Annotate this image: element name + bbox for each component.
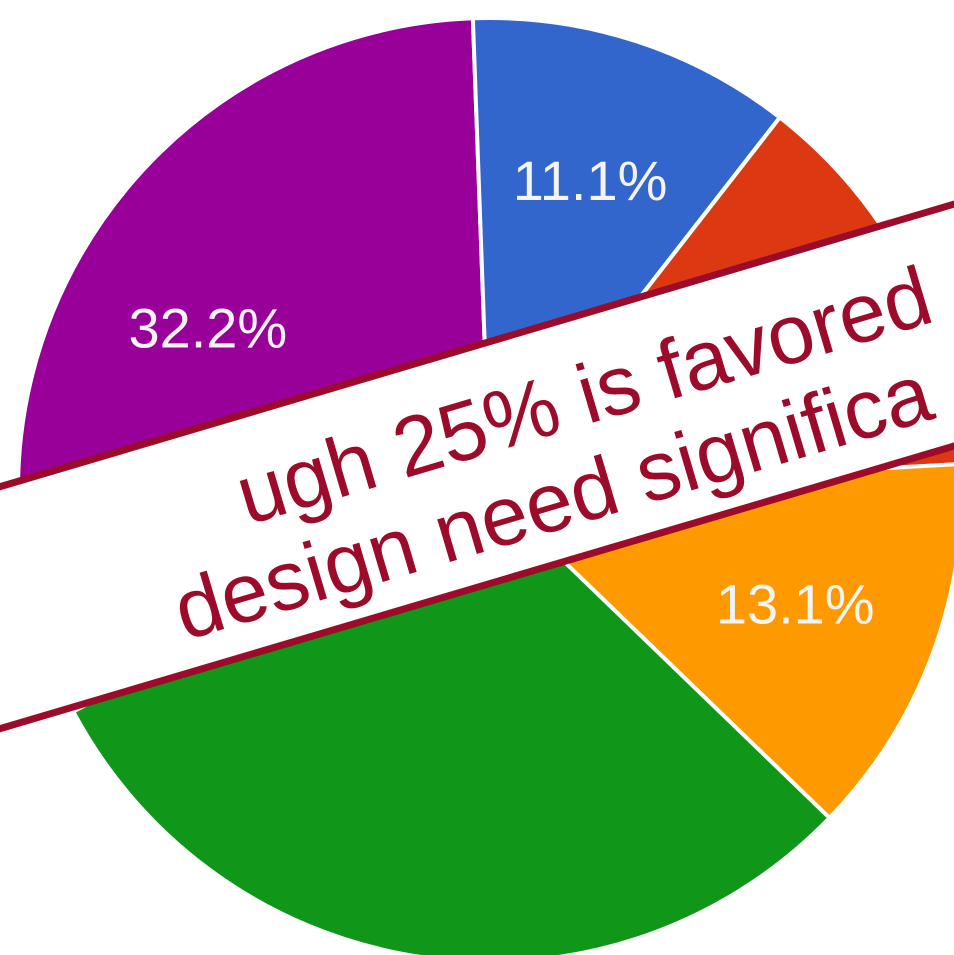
banner-background: [0, 168, 954, 741]
pie-slice-4: [70, 487, 833, 955]
slice-label-3: 13.1%: [716, 573, 875, 636]
slice-label-1: 11.1%: [513, 149, 668, 212]
slice-label-0: 32.2%: [128, 296, 287, 359]
